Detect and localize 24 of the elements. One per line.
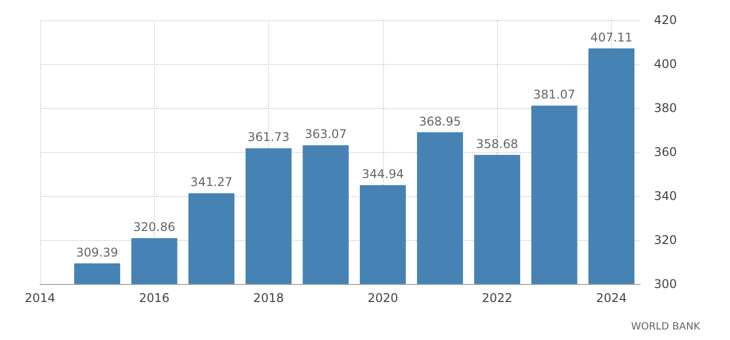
y-tick-label: 400: [654, 57, 677, 71]
x-tick-label: 2020: [368, 291, 398, 305]
x-tick-label: 2014: [24, 291, 56, 305]
y-tick-label: 340: [654, 189, 677, 203]
x-tick-label: 2018: [253, 291, 284, 305]
data-label: 309.39: [76, 245, 118, 260]
y-tick-label: 420: [654, 13, 677, 27]
data-label: 368.95: [419, 114, 461, 128]
text: WORLD BANK: [631, 322, 700, 332]
data-label: 320.86: [133, 220, 176, 234]
data-label: 358.68: [476, 136, 518, 151]
y-tick-label: 360: [654, 145, 677, 159]
x-tick-label: 2016: [139, 291, 170, 305]
data-label: 407.11: [590, 30, 632, 44]
y-tick-label: 380: [654, 101, 677, 115]
x-tick-label: 2024: [596, 291, 627, 305]
data-label: 363.07: [304, 127, 347, 142]
data-label: 361.73: [248, 130, 290, 144]
data-label: 381.07: [533, 88, 576, 102]
data-label: 341.27: [190, 175, 232, 190]
data-label: 344.94: [362, 167, 404, 182]
x-tick-label: 2022: [482, 291, 512, 305]
y-tick-label: 320: [654, 233, 677, 247]
y-tick-label: 300: [654, 277, 677, 291]
